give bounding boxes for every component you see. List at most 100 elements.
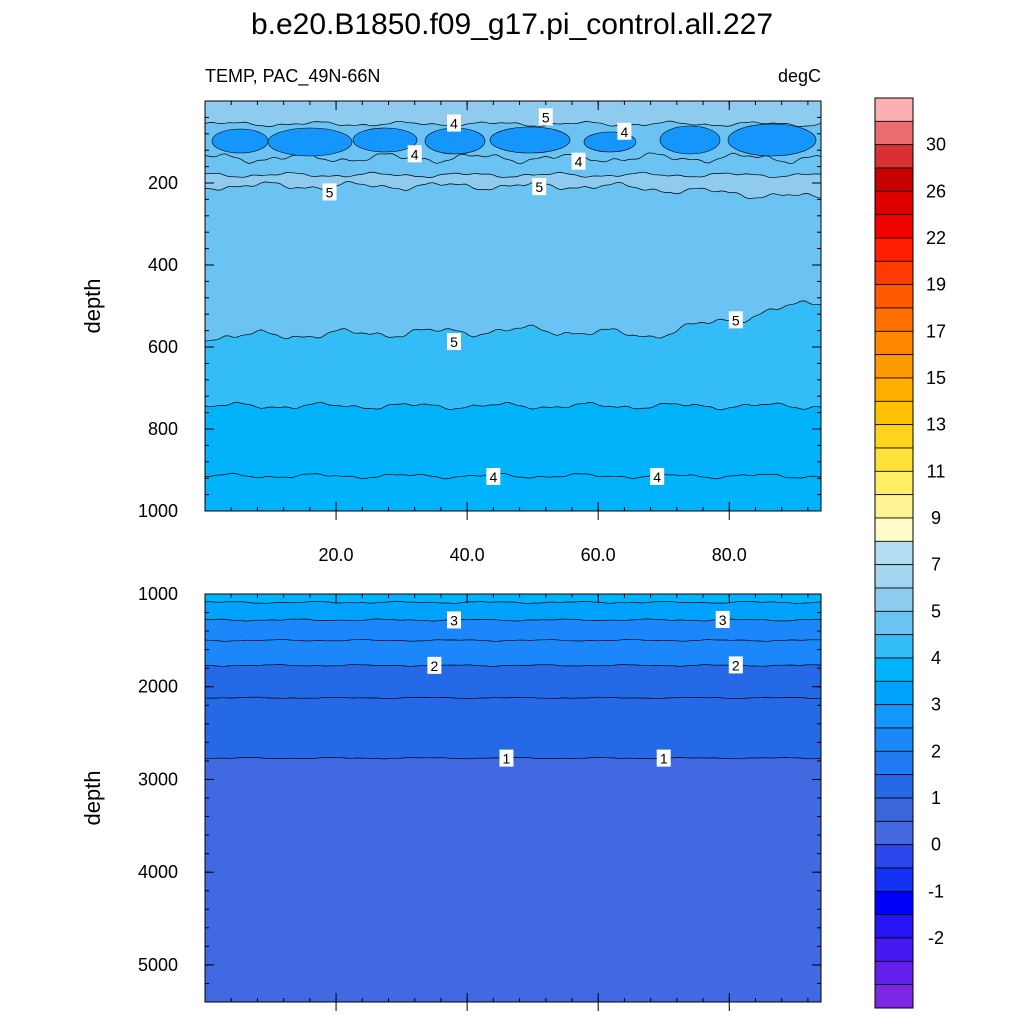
contour-label: 5	[542, 109, 550, 125]
colorbar-swatch	[874, 97, 914, 122]
colorbar-label: 0	[931, 835, 941, 855]
lower-band	[205, 697, 821, 759]
colorbar-label: 17	[926, 321, 946, 341]
colorbar-label: 30	[926, 135, 946, 155]
contour-label-box	[650, 467, 665, 485]
colorbar-label: 1	[931, 788, 941, 808]
colorbar-swatch	[874, 657, 914, 682]
colorbar-label: -1	[928, 881, 944, 901]
lower-contour-line	[205, 664, 821, 667]
contour-label-box	[728, 311, 743, 329]
y-tick-label: 4000	[138, 862, 178, 882]
colorbar-swatch	[874, 307, 914, 332]
upper-band	[205, 473, 821, 511]
contour-label: 3	[450, 612, 458, 628]
contour-label-box	[427, 656, 442, 674]
upper-band	[205, 181, 821, 342]
colorbar-swatch	[874, 727, 914, 752]
y-tick-label: 1000	[138, 501, 178, 521]
upper-band	[205, 152, 821, 178]
colorbar-swatch	[874, 960, 914, 986]
colorbar-swatch	[874, 260, 914, 286]
contour-label-box	[447, 114, 462, 132]
contour-label: 5	[732, 312, 740, 328]
colorbar-swatch	[874, 680, 914, 706]
contour-label-box	[499, 749, 514, 767]
upper-contour-blob	[489, 126, 571, 154]
upper-contour-line	[205, 300, 821, 342]
colorbar-swatch	[874, 330, 914, 356]
y-tick-label: 2000	[138, 677, 178, 697]
y-tick-label: 1000	[138, 584, 178, 604]
upper-panel: 200 400 600 800 1000 depth 5 4 4 4 4 5 5 5 5 4 4 20.0 40.0…	[80, 100, 822, 565]
x-tick-label: 80.0	[712, 545, 747, 565]
upper-contour-blob	[424, 127, 486, 155]
contour-label-box	[322, 183, 337, 201]
colorbar-swatch	[874, 937, 914, 962]
y-tick-label: 5000	[138, 955, 178, 975]
colorbar-swatch	[874, 797, 914, 822]
y-tick-label: 3000	[138, 769, 178, 789]
colorbar-swatch	[874, 284, 914, 309]
colorbar-label: 13	[926, 415, 946, 435]
chart-title: b.e20.B1850.f09_g17.pi_control.all.227	[251, 8, 773, 41]
colorbar-swatch	[874, 587, 914, 612]
colorbar-swatch	[874, 120, 914, 146]
colorbar-label: 26	[926, 181, 946, 201]
colorbar-swatch	[874, 914, 914, 939]
lower-band	[205, 601, 821, 622]
colorbar-label: 7	[931, 555, 941, 575]
contour-label-box	[447, 333, 462, 351]
colorbar-label: 4	[931, 648, 941, 668]
colorbar-label: 2	[931, 741, 941, 761]
y-tick-label: 600	[148, 337, 178, 357]
colorbar-swatch	[874, 634, 914, 659]
colorbar-label: 11	[927, 461, 946, 481]
colorbar-swatch	[874, 377, 914, 402]
contour-label: 4	[450, 116, 458, 132]
colorbar-label: -2	[928, 928, 944, 948]
x-tick-label: 40.0	[450, 545, 485, 565]
upper-fills	[205, 101, 821, 511]
colorbar-swatch	[874, 704, 914, 729]
lower-y-axis-label: depth	[80, 770, 105, 825]
colorbar-swatch	[874, 867, 914, 892]
upper-contour-blob	[659, 125, 721, 155]
contour-label: 1	[503, 751, 511, 767]
upper-band	[205, 300, 821, 410]
upper-contour-blob	[352, 127, 418, 153]
colorbar-label: 9	[931, 508, 941, 528]
contour-label: 4	[575, 154, 583, 170]
colorbar-label: 22	[926, 228, 946, 248]
colorbar-swatch	[874, 564, 914, 589]
colorbar-swatch	[874, 774, 914, 799]
upper-y-axis-label: depth	[80, 278, 105, 333]
colorbar-label: 3	[931, 695, 941, 715]
contour-label-box	[617, 122, 632, 140]
colorbar-swatch	[874, 144, 914, 169]
colorbar-label: 5	[931, 601, 941, 621]
contour-label-box	[715, 610, 730, 628]
contour-label-box	[571, 152, 586, 170]
upper-contour-blob	[267, 127, 353, 157]
lower-fills	[205, 594, 821, 1002]
colorbar-swatch	[874, 984, 914, 1009]
upper-band	[205, 402, 821, 479]
upper-contour-line	[205, 472, 821, 480]
lower-panel: 1000 2000 3000 4000 5000 depth 3 3 2 2 1 1	[80, 584, 822, 1011]
colorbar-swatch	[874, 890, 914, 916]
upper-contour-line	[205, 401, 821, 411]
y-tick-label: 400	[148, 255, 178, 275]
colorbar-swatch	[874, 167, 914, 192]
colorbar-swatch	[874, 470, 914, 496]
upper-contour-blob	[211, 128, 269, 154]
contour-label: 5	[535, 179, 543, 195]
colorbar-swatch	[874, 237, 914, 262]
upper-contour-blob	[727, 123, 817, 157]
y-tick-label: 200	[148, 173, 178, 193]
contour-label-box	[486, 467, 501, 485]
upper-band	[205, 101, 821, 127]
lower-contour-line	[205, 600, 821, 604]
contour-label-box	[407, 145, 422, 163]
